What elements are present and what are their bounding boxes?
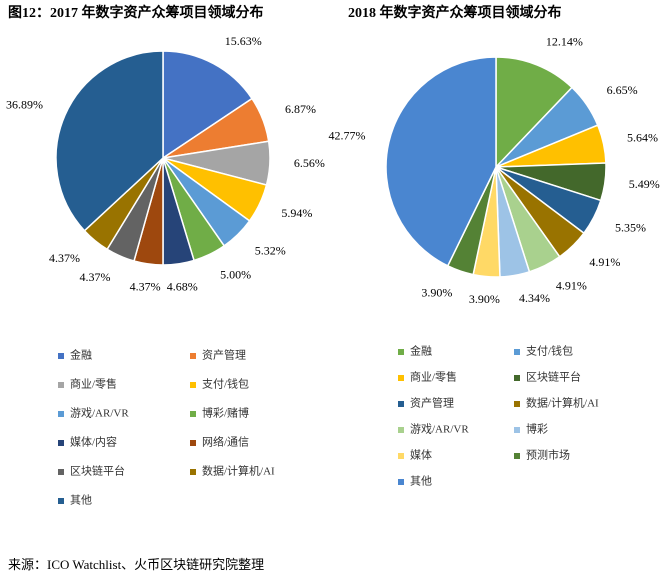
legend-label: 区块链平台 [70,464,125,478]
legend-swatch [398,349,404,355]
legend-label: 数据/计算机/AI [202,464,275,478]
data-label: 4.34% [519,291,550,305]
legend-label: 媒体 [410,448,432,462]
data-label: 3.90% [421,285,452,299]
legend-swatch [514,349,520,355]
legend-label: 博彩/赌博 [202,406,249,420]
legend-label: 博彩 [526,423,548,436]
data-label: 5.64% [627,130,658,144]
data-label: 6.56% [294,156,325,170]
legend-label: 金融 [410,344,432,358]
data-label: 5.32% [255,243,286,257]
legend-label: 商业/零售 [410,370,457,384]
legend-swatch [514,375,520,381]
legend-swatch [58,440,64,446]
legend-swatch [58,353,64,359]
data-label: 5.35% [615,220,646,234]
data-label: 4.91% [589,255,620,269]
source-note: 来源：ICO Watchlist、火币区块链研究院整理 [8,557,264,572]
legend-swatch [58,382,64,388]
legend-label: 游戏/AR/VR [410,423,469,436]
pie-slice [162,50,254,160]
data-label: 42.77% [328,129,365,143]
legend-swatch [190,353,196,359]
data-label: 6.87% [285,102,316,116]
legend-swatch [398,479,404,485]
data-label: 36.89% [6,97,43,111]
data-label: 12.14% [546,34,583,48]
legend-label: 其他 [410,475,432,488]
legend-swatch [398,375,404,381]
legend-label: 支付/钱包 [202,377,249,391]
legend-swatch [190,440,196,446]
data-label: 4.68% [167,279,198,293]
legend-label: 资产管理 [410,396,454,410]
legend-label: 金融 [70,348,92,362]
data-label: 3.90% [469,292,500,306]
legend-label: 数据/计算机/AI [526,396,599,410]
data-label: 5.94% [281,206,312,220]
legend-label: 游戏/AR/VR [70,407,129,420]
legend-swatch [58,469,64,475]
legend-label: 商业/零售 [70,377,117,391]
pie-slice [55,50,164,232]
legend-swatch [398,453,404,459]
chart-title: 图12：2017 年数字资产众筹项目领域分布 [8,4,264,21]
legend-label: 支付/钱包 [526,344,573,358]
data-label: 4.37% [130,280,161,294]
legend-label: 资产管理 [202,348,246,362]
legend-swatch [514,401,520,407]
chart-title: 2018 年数字资产众筹项目领域分布 [348,4,562,21]
legend-label: 其他 [70,494,92,507]
pie-slice [495,56,574,169]
legend-swatch [190,411,196,417]
pie-slice [385,56,497,267]
legend-swatch [514,453,520,459]
data-label: 15.63% [225,34,262,48]
legend-label: 媒体/内容 [70,435,117,449]
data-label: 4.37% [80,270,111,284]
legend-swatch [190,469,196,475]
data-label: 4.37% [49,251,80,265]
legend-swatch [398,401,404,407]
legend-swatch [514,427,520,433]
legend-swatch [398,427,404,433]
legend-label: 预测市场 [526,448,570,462]
legend-swatch [190,382,196,388]
legend-label: 网络/通信 [202,435,249,449]
legend-swatch [58,498,64,504]
legend-label: 区块链平台 [526,370,581,384]
data-label: 4.91% [556,279,587,293]
data-label: 5.00% [220,268,251,282]
data-label: 5.49% [629,177,660,191]
data-label: 6.65% [607,83,638,97]
legend-swatch [58,411,64,417]
